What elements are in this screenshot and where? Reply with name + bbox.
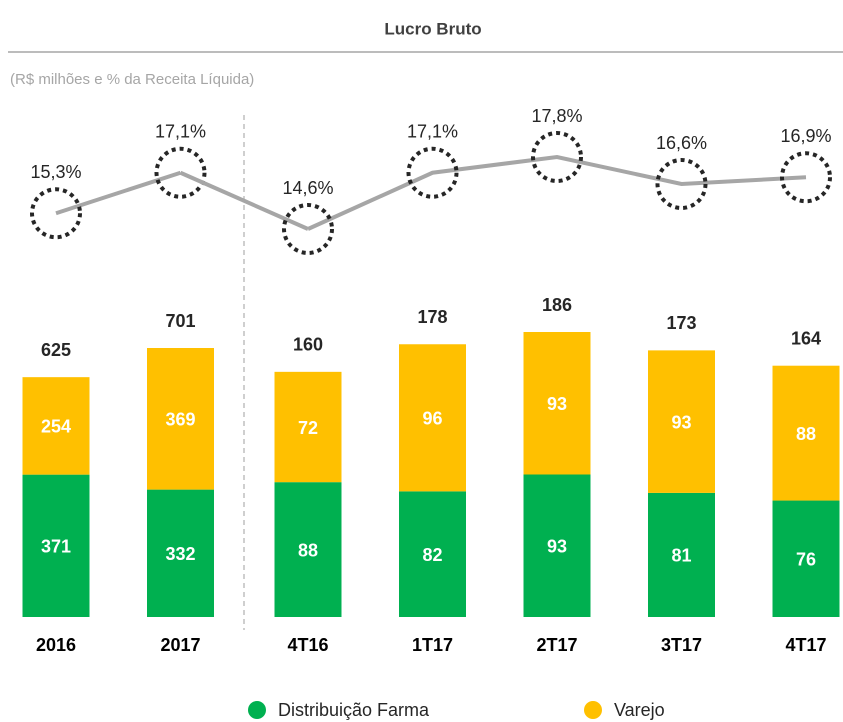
- bar-segment: [772, 365, 840, 501]
- segment-label: 88: [796, 424, 816, 444]
- bar-segment: [399, 344, 466, 492]
- segment-label: 332: [165, 544, 195, 564]
- bar-segment: [22, 474, 90, 617]
- margin-label: 16,9%: [780, 126, 831, 146]
- x-tick-label: 2T17: [536, 635, 577, 655]
- chart-title: Lucro Bruto: [384, 19, 481, 38]
- segment-label: 93: [671, 412, 691, 432]
- margin-label: 15,3%: [30, 162, 81, 182]
- margin-line-connector: [179, 170, 309, 231]
- total-label: 164: [791, 328, 821, 348]
- margin-label: 14,6%: [282, 178, 333, 198]
- segment-label: 81: [671, 546, 691, 566]
- x-tick-label: 1T17: [412, 635, 453, 655]
- bar-segment: [523, 332, 591, 475]
- total-label: 701: [165, 311, 195, 331]
- segment-label: 369: [165, 410, 195, 430]
- margin-marker: [406, 146, 459, 199]
- chart-subtitle: (R$ milhões e % da Receita Líquida): [10, 71, 254, 88]
- margin-label: 16,6%: [656, 133, 707, 153]
- legend-swatch: [584, 701, 602, 719]
- margin-marker: [780, 151, 832, 204]
- segment-label: 93: [547, 394, 567, 414]
- x-tick-label: 2017: [160, 635, 200, 655]
- bar-segment: [523, 474, 591, 617]
- margin-marker: [655, 158, 708, 210]
- margin-line: [307, 154, 807, 231]
- x-tick-label: 2016: [36, 635, 76, 655]
- legend-label: Distribuição Farma: [278, 700, 430, 720]
- bar-segment: [274, 371, 342, 483]
- bar-segment: [22, 377, 90, 475]
- margin-marker: [154, 146, 207, 199]
- total-label: 625: [41, 340, 71, 360]
- segment-label: 76: [796, 550, 816, 570]
- x-tick-label: 4T17: [785, 635, 826, 655]
- bar-segment: [147, 348, 214, 490]
- total-label: 160: [293, 335, 323, 355]
- segment-label: 82: [422, 545, 442, 565]
- total-label: 178: [417, 307, 447, 327]
- legend-label: Varejo: [614, 700, 665, 720]
- margin-marker: [282, 203, 334, 255]
- legend-swatch: [248, 701, 266, 719]
- bar-segment: [648, 492, 715, 617]
- segment-label: 96: [422, 409, 442, 429]
- x-tick-label: 3T17: [661, 635, 702, 655]
- margin-line: [55, 170, 182, 216]
- segment-label: 254: [41, 417, 71, 437]
- total-label: 173: [666, 313, 696, 333]
- margin-marker: [30, 187, 82, 240]
- bar-segment: [648, 350, 715, 493]
- bar-segment: [274, 482, 342, 617]
- margin-label: 17,8%: [531, 106, 582, 126]
- margin-label: 17,1%: [407, 122, 458, 142]
- x-tick-label: 4T16: [287, 635, 328, 655]
- bar-segment: [399, 491, 466, 617]
- bar-segment: [147, 489, 214, 617]
- total-label: 186: [542, 295, 572, 315]
- margin-marker: [531, 131, 583, 183]
- segment-label: 72: [298, 418, 318, 438]
- margin-label: 17,1%: [155, 122, 206, 142]
- segment-label: 88: [298, 540, 318, 560]
- segment-label: 93: [547, 537, 567, 557]
- bar-segment: [772, 500, 840, 617]
- segment-label: 371: [41, 537, 71, 557]
